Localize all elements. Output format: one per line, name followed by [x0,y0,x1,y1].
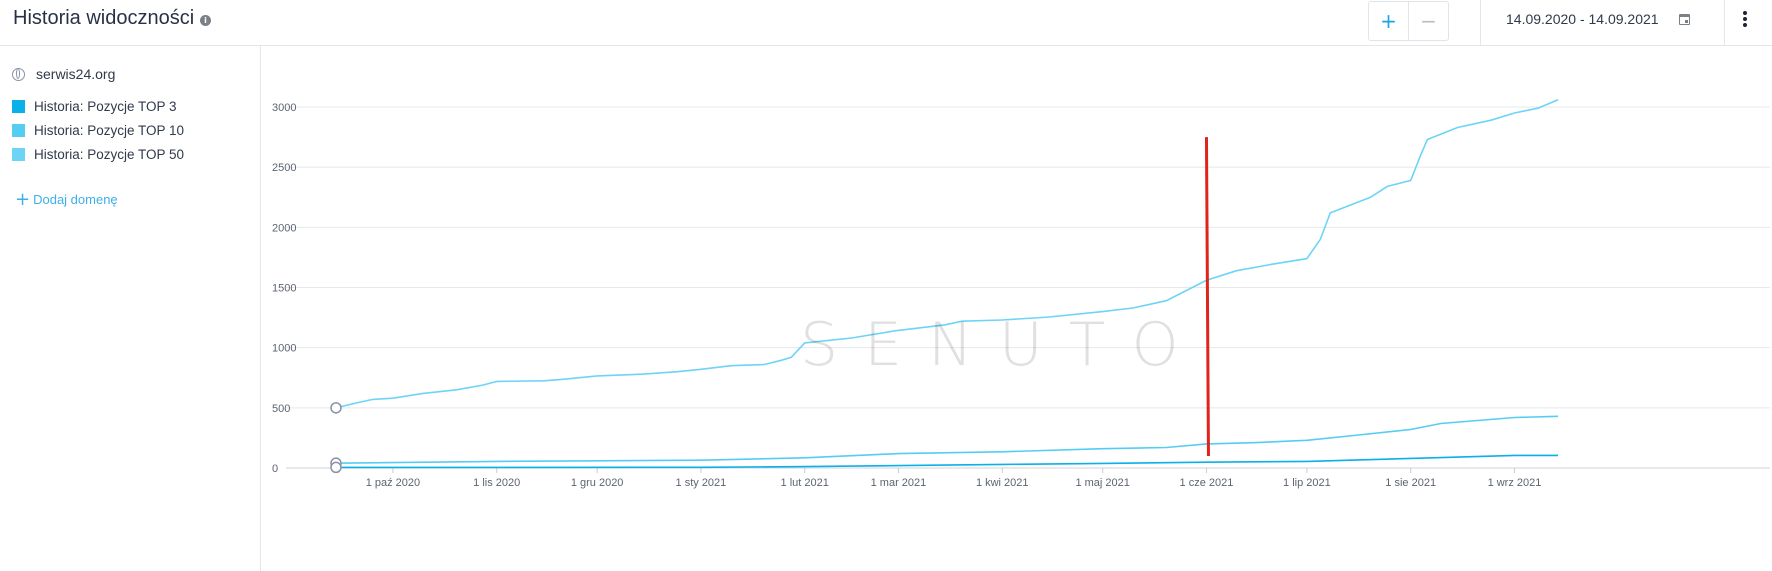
y-tick-label: 1000 [272,343,296,355]
y-tick-label: 0 [272,463,278,475]
add-domain-button[interactable]: + Dodaj domenę [15,188,118,210]
series-line-3 [336,454,1558,469]
domain-row: serwis24.org [12,66,115,82]
legend-label: Historia: Pozycje TOP 50 [34,147,185,162]
x-tick-label: 1 maj 2021 [1075,477,1129,489]
series-start-globe-icon [330,461,342,474]
series-line-10 [335,415,1559,464]
header: Historia widoczności i + − 14.09.2020 - … [0,0,1772,46]
legend-label: Historia: Pozycje TOP 3 [34,99,177,114]
y-tick-label: 2000 [272,222,296,234]
x-tick-label: 1 cze 2021 [1180,477,1234,489]
date-range-picker[interactable]: 14.09.2020 - 14.09.2021 [1506,11,1659,27]
visibility-history-chart: 0 500 1000 1500 2000 2500 3000 1 paź 2020 1 lis … [272,99,1770,489]
info-icon[interactable]: i [200,15,211,26]
kebab-menu-icon[interactable] [1742,11,1748,33]
zoom-in-button[interactable]: + [1369,2,1409,40]
legend-item-top3[interactable]: Historia: Pozycje TOP 3 [12,99,177,114]
x-tick-label: 1 lip 2021 [1283,477,1331,489]
plus-icon: + [15,188,31,210]
x-tick-label: 1 wrz 2021 [1488,477,1542,489]
x-tick-label: 1 paź 2020 [366,477,420,489]
header-divider [1724,0,1725,46]
y-tick-label: 2500 [272,162,296,174]
x-tick-label: 1 kwi 2021 [976,477,1029,489]
y-tick-label: 1500 [272,283,296,295]
y-tick-label: 500 [272,403,290,415]
legend-item-top10[interactable]: Historia: Pozycje TOP 10 [12,123,184,138]
legend-swatch [12,100,25,113]
legend-item-top50[interactable]: Historia: Pozycje TOP 50 [12,147,184,162]
domain-name: serwis24.org [36,66,116,82]
x-tick-label: 1 sie 2021 [1385,477,1436,489]
red-annotation-line [1204,137,1210,456]
globe-icon [12,67,25,81]
zoom-out-button[interactable]: − [1420,9,1437,33]
zoom-controls: + − [1368,1,1449,41]
series-line-50 [335,99,1559,409]
legend-label: Historia: Pozycje TOP 10 [34,123,185,138]
calendar-icon[interactable] [1679,14,1690,25]
sidebar: serwis24.org Historia: Pozycje TOP 3 His… [0,46,261,571]
legend-swatch [12,124,25,137]
x-tick-label: 1 lut 2021 [781,477,829,489]
x-tick-label: 1 sty 2021 [676,477,727,489]
x-tick-label: 1 lis 2020 [473,477,520,489]
series-start-globe-icon [330,402,342,414]
x-tick-label: 1 gru 2020 [571,477,624,489]
add-domain-label: Dodaj domenę [33,192,118,207]
y-tick-label: 3000 [272,102,296,114]
page-title: Historia widoczności [13,7,195,29]
header-divider [1480,0,1481,46]
x-tick-label: 1 mar 2021 [871,477,927,489]
legend-swatch [12,148,25,161]
